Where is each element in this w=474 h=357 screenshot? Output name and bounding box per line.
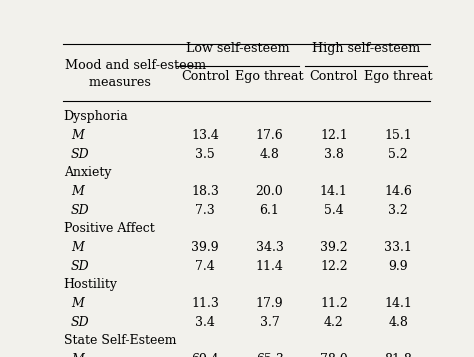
Text: Hostility: Hostility bbox=[64, 278, 118, 291]
Text: 14.6: 14.6 bbox=[384, 185, 412, 198]
Text: 15.1: 15.1 bbox=[384, 129, 412, 142]
Text: 5.2: 5.2 bbox=[388, 147, 408, 161]
Text: SD: SD bbox=[71, 203, 90, 217]
Text: 3.5: 3.5 bbox=[195, 147, 215, 161]
Text: 81.8: 81.8 bbox=[384, 353, 412, 357]
Text: Ego threat: Ego threat bbox=[364, 70, 432, 83]
Text: 12.2: 12.2 bbox=[320, 260, 347, 273]
Text: 3.4: 3.4 bbox=[195, 316, 215, 329]
Text: 4.8: 4.8 bbox=[388, 316, 408, 329]
Text: 7.4: 7.4 bbox=[195, 260, 215, 273]
Text: 11.2: 11.2 bbox=[320, 297, 348, 310]
Text: 69.4: 69.4 bbox=[191, 353, 219, 357]
Text: 7.3: 7.3 bbox=[195, 203, 215, 217]
Text: 4.8: 4.8 bbox=[260, 147, 280, 161]
Text: State Self-Esteem: State Self-Esteem bbox=[64, 335, 176, 347]
Text: 3.2: 3.2 bbox=[388, 203, 408, 217]
Text: 13.4: 13.4 bbox=[191, 129, 219, 142]
Text: Dysphoria: Dysphoria bbox=[64, 110, 128, 123]
Text: 78.0: 78.0 bbox=[320, 353, 348, 357]
Text: M: M bbox=[71, 185, 84, 198]
Text: 39.2: 39.2 bbox=[320, 241, 347, 254]
Text: 33.1: 33.1 bbox=[384, 241, 412, 254]
Text: 3.8: 3.8 bbox=[324, 147, 344, 161]
Text: 6.1: 6.1 bbox=[260, 203, 280, 217]
Text: 17.9: 17.9 bbox=[256, 297, 283, 310]
Text: Low self-esteem: Low self-esteem bbox=[186, 42, 289, 55]
Text: M: M bbox=[71, 297, 84, 310]
Text: 11.3: 11.3 bbox=[191, 297, 219, 310]
Text: 20.0: 20.0 bbox=[255, 185, 283, 198]
Text: 14.1: 14.1 bbox=[384, 297, 412, 310]
Text: 18.3: 18.3 bbox=[191, 185, 219, 198]
Text: Anxiety: Anxiety bbox=[64, 166, 111, 179]
Text: Positive Affect: Positive Affect bbox=[64, 222, 155, 235]
Text: Mood and self-esteem
      measures: Mood and self-esteem measures bbox=[65, 59, 206, 89]
Text: M: M bbox=[71, 353, 84, 357]
Text: M: M bbox=[71, 129, 84, 142]
Text: 17.6: 17.6 bbox=[255, 129, 283, 142]
Text: 34.3: 34.3 bbox=[255, 241, 283, 254]
Text: 65.3: 65.3 bbox=[255, 353, 283, 357]
Text: Ego threat: Ego threat bbox=[235, 70, 304, 83]
Text: 4.2: 4.2 bbox=[324, 316, 344, 329]
Text: 3.7: 3.7 bbox=[260, 316, 280, 329]
Text: 12.1: 12.1 bbox=[320, 129, 348, 142]
Text: SD: SD bbox=[71, 260, 90, 273]
Text: 5.4: 5.4 bbox=[324, 203, 344, 217]
Text: 14.1: 14.1 bbox=[320, 185, 348, 198]
Text: 9.9: 9.9 bbox=[388, 260, 408, 273]
Text: Control: Control bbox=[310, 70, 358, 83]
Text: 11.4: 11.4 bbox=[255, 260, 283, 273]
Text: SD: SD bbox=[71, 147, 90, 161]
Text: 39.9: 39.9 bbox=[191, 241, 219, 254]
Text: High self-esteem: High self-esteem bbox=[312, 42, 420, 55]
Text: M: M bbox=[71, 241, 84, 254]
Text: SD: SD bbox=[71, 316, 90, 329]
Text: Control: Control bbox=[181, 70, 229, 83]
